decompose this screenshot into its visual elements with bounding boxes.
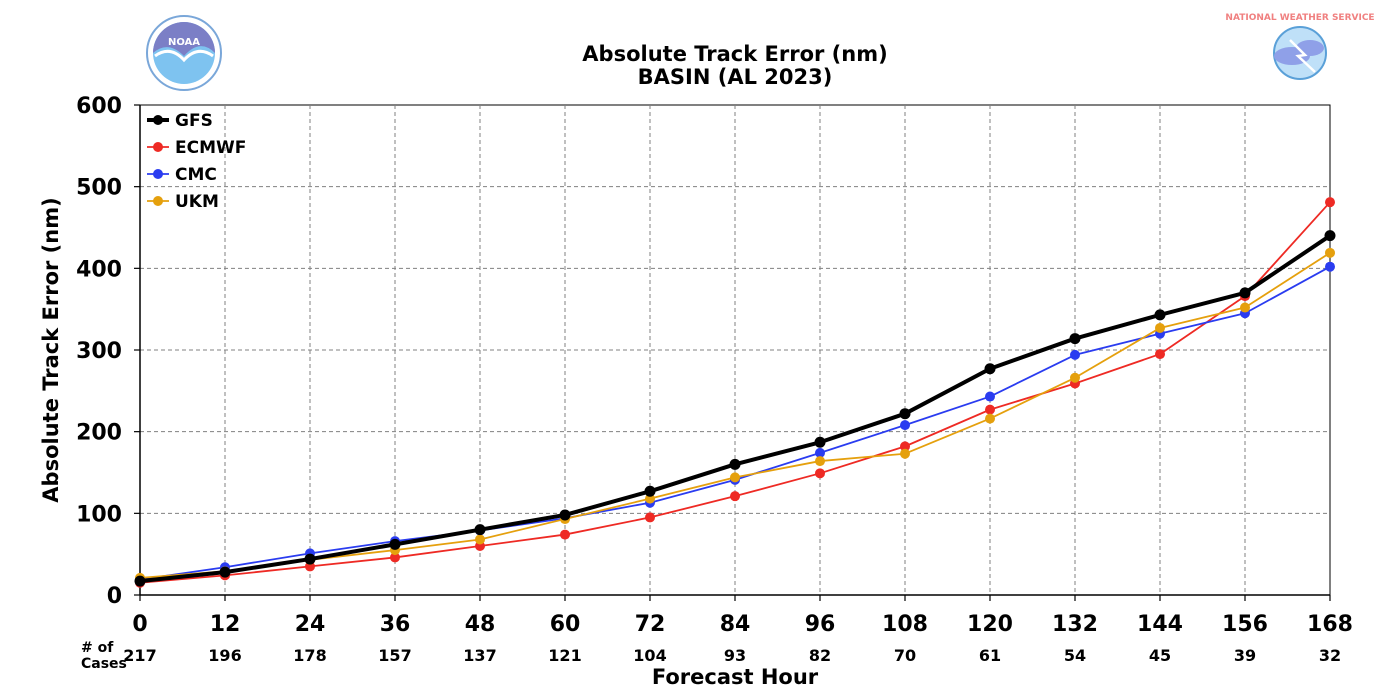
data-point-gfs: [219, 566, 231, 578]
national-weather-service-logo: NATIONAL WEATHER SERVICE: [1225, 13, 1375, 90]
data-point-ecmwf: [730, 491, 740, 502]
data-point-cmc: [815, 447, 825, 458]
x-tick-label: 24: [295, 612, 326, 637]
cases-value: 137: [463, 646, 496, 665]
legend-label-cmc: CMC: [175, 165, 217, 185]
x-tick-label: 0: [132, 612, 147, 637]
data-point-ukm: [900, 448, 910, 459]
data-point-gfs: [984, 363, 996, 375]
legend-marker-gfs: [153, 115, 163, 125]
x-tick-label: 120: [967, 612, 1013, 637]
data-point-gfs: [814, 436, 826, 448]
y-tick-label: 600: [76, 94, 122, 119]
chart-subtitle: BASIN (AL 2023): [637, 65, 833, 89]
cases-value: 82: [809, 646, 831, 665]
data-point-ecmwf: [900, 441, 910, 452]
legend-label-ecmwf: ECMWF: [175, 138, 246, 158]
cases-label: # of: [81, 640, 114, 656]
cases-value: 70: [894, 646, 916, 665]
y-axis-label: Absolute Track Error (nm): [39, 197, 63, 502]
cases-value: 45: [1149, 646, 1171, 665]
data-point-gfs: [1324, 230, 1336, 242]
data-point-ukm: [1155, 322, 1165, 333]
x-tick-label: 84: [720, 612, 751, 637]
data-point-cmc: [985, 391, 995, 402]
data-point-ukm: [985, 413, 995, 424]
data-point-gfs: [559, 509, 571, 521]
cases-value: 121: [548, 646, 581, 665]
data-point-ecmwf: [1155, 349, 1165, 360]
y-tick-label: 400: [76, 257, 122, 282]
data-point-ukm: [475, 534, 485, 545]
cases-value: 217: [123, 646, 156, 665]
x-tick-label: 108: [882, 612, 928, 637]
legend-marker-ukm: [153, 196, 163, 206]
x-tick-label: 144: [1137, 612, 1183, 637]
data-point-gfs: [389, 538, 401, 550]
cases-value: 104: [633, 646, 666, 665]
data-point-ukm: [1325, 247, 1335, 258]
noaa-logo: NOAA: [146, 15, 222, 91]
y-tick-label: 200: [76, 421, 122, 446]
cases-label: Cases: [81, 656, 127, 672]
legend-marker-ecmwf: [153, 142, 163, 152]
cases-value: 93: [724, 646, 746, 665]
x-tick-label: 96: [805, 612, 836, 637]
cases-value: 39: [1234, 646, 1256, 665]
data-point-ukm: [815, 456, 825, 467]
x-axis-label: Forecast Hour: [652, 665, 819, 689]
cases-value: 157: [378, 646, 411, 665]
x-tick-label: 12: [210, 612, 241, 637]
x-tick-label: 156: [1222, 612, 1268, 637]
data-point-gfs: [474, 524, 486, 536]
legend-label-ukm: UKM: [175, 192, 219, 212]
data-point-cmc: [900, 420, 910, 431]
data-point-ecmwf: [560, 529, 570, 540]
y-tick-label: 300: [76, 339, 122, 364]
data-point-cmc: [1325, 261, 1335, 272]
data-point-ukm: [1240, 302, 1250, 313]
x-tick-label: 132: [1052, 612, 1098, 637]
data-point-ecmwf: [985, 404, 995, 415]
y-tick-label: 500: [76, 176, 122, 201]
cases-value: 32: [1319, 646, 1341, 665]
chart-title: Absolute Track Error (nm): [582, 42, 888, 66]
legend-label-gfs: GFS: [175, 111, 213, 131]
data-point-gfs: [1239, 287, 1251, 299]
data-point-ecmwf: [390, 552, 400, 563]
x-tick-label: 60: [550, 612, 581, 637]
cases-value: 61: [979, 646, 1001, 665]
data-point-gfs: [729, 458, 741, 470]
data-point-ecmwf: [1325, 197, 1335, 208]
y-tick-label: 0: [107, 584, 122, 609]
y-tick-label: 100: [76, 502, 122, 527]
data-point-gfs: [644, 485, 656, 497]
nws-logo-text: NATIONAL WEATHER SERVICE: [1225, 13, 1374, 23]
data-point-ukm: [730, 472, 740, 483]
x-tick-label: 72: [635, 612, 666, 637]
data-point-ecmwf: [645, 512, 655, 523]
cases-value: 178: [293, 646, 326, 665]
data-point-ukm: [1070, 372, 1080, 383]
cases-value: 196: [208, 646, 241, 665]
legend-marker-cmc: [153, 169, 163, 179]
cases-value: 54: [1064, 646, 1086, 665]
data-point-gfs: [1154, 309, 1166, 321]
data-point-gfs: [134, 575, 146, 587]
x-tick-label: 168: [1307, 612, 1353, 637]
data-point-cmc: [1070, 349, 1080, 360]
x-tick-label: 36: [380, 612, 411, 637]
data-point-gfs: [1069, 333, 1081, 345]
data-point-gfs: [304, 553, 316, 565]
data-point-ecmwf: [815, 468, 825, 479]
noaa-logo-text: NOAA: [168, 37, 200, 48]
x-tick-label: 48: [465, 612, 496, 637]
data-point-gfs: [899, 408, 911, 420]
